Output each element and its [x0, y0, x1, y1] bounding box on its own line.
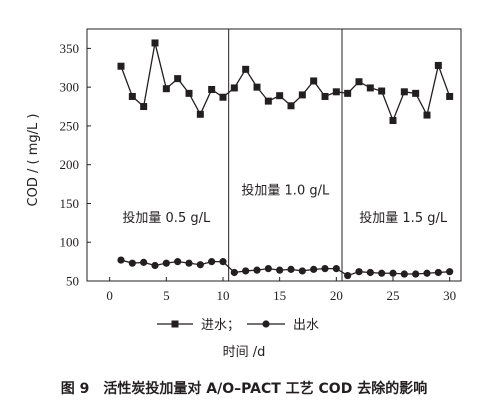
- phase-separators: [228, 29, 343, 281]
- series-line: [120, 42, 451, 123]
- data-point-circle: [242, 267, 250, 275]
- data-point-circle: [355, 268, 363, 276]
- series-influent: [117, 39, 454, 124]
- data-point-square: [446, 92, 454, 100]
- phase-annotation: 投加量 1.0 g/L: [241, 182, 330, 198]
- data-point-circle: [446, 268, 454, 276]
- data-point-square: [276, 92, 284, 100]
- legend-label-effluent: 出水: [293, 318, 319, 333]
- series: [117, 39, 454, 280]
- data-point-circle: [185, 259, 193, 267]
- x-tick-label: 25: [387, 288, 400, 303]
- data-point-circle: [332, 264, 340, 273]
- data-point-square: [174, 75, 182, 83]
- data-point-square: [412, 89, 420, 97]
- data-point-circle: [412, 270, 420, 278]
- ticks: 0 5 10 15 20 25 30 50 100 150 200 250 300 350: [60, 41, 457, 303]
- data-point-circle: [298, 267, 306, 275]
- x-tick-label: 10: [217, 288, 230, 303]
- x-axis-label: 时间 /d: [223, 345, 266, 360]
- legend-marker-square: [171, 320, 179, 328]
- data-point-circle: [310, 265, 318, 273]
- x-tick-label: 20: [330, 288, 343, 303]
- data-point-square: [321, 92, 329, 100]
- data-point-square: [344, 89, 352, 97]
- data-point-square: [196, 110, 204, 118]
- x-tick-label: 5: [163, 288, 170, 303]
- data-point-circle: [208, 258, 216, 266]
- axes: [86, 28, 462, 282]
- data-point-square: [208, 85, 216, 93]
- data-point-circle: [423, 269, 431, 277]
- data-point-square: [355, 78, 363, 86]
- data-point-square: [128, 92, 136, 100]
- data-point-circle: [196, 261, 204, 269]
- x-tick-label: 0: [106, 288, 113, 303]
- data-point-square: [230, 84, 238, 92]
- y-axis-label: COD / ( mg/L ): [26, 114, 41, 207]
- data-point-circle: [128, 259, 136, 267]
- y-tick-label: 50: [66, 274, 79, 289]
- legend: 进水； 出水: [157, 318, 319, 333]
- phase-annotations: 投加量 0.5 g/L 投加量 1.0 g/L 投加量 1.5 g/L: [122, 182, 447, 226]
- data-point-circle: [117, 256, 125, 264]
- data-point-square: [389, 116, 397, 124]
- x-tick-label: 30: [443, 288, 456, 303]
- data-point-square: [434, 61, 442, 69]
- data-point-circle: [253, 266, 261, 274]
- data-point-circle: [140, 258, 148, 266]
- phase-annotation: 投加量 0.5 g/L: [122, 210, 211, 226]
- figure-caption: 图 9 活性炭投加量对 A/O–PACT 工艺 COD 去除的影响: [61, 380, 427, 397]
- legend-label-influent: 进水；: [201, 318, 240, 333]
- data-point-circle: [400, 270, 408, 278]
- data-point-square: [253, 83, 261, 91]
- data-point-circle: [287, 265, 295, 273]
- data-point-circle: [151, 261, 159, 270]
- y-tick-label: 200: [60, 157, 80, 172]
- data-point-square: [117, 62, 125, 70]
- data-point-square: [162, 85, 170, 93]
- x-tick-label: 15: [273, 288, 286, 303]
- data-point-circle: [264, 264, 272, 273]
- plot-frame: [86, 28, 462, 282]
- data-point-square: [400, 88, 408, 96]
- data-point-circle: [230, 268, 238, 277]
- data-point-square: [287, 102, 295, 110]
- data-point-circle: [366, 268, 374, 277]
- y-tick-label: 350: [60, 41, 80, 56]
- data-point-circle: [434, 268, 442, 277]
- data-point-circle: [276, 266, 284, 274]
- data-point-circle: [219, 258, 227, 266]
- data-point-square: [151, 39, 159, 47]
- data-point-square: [242, 65, 250, 73]
- data-point-square: [332, 88, 340, 96]
- y-tick-label: 100: [60, 235, 80, 250]
- data-point-square: [185, 89, 193, 97]
- data-point-square: [378, 87, 386, 95]
- y-tick-label: 150: [60, 196, 80, 211]
- data-point-square: [423, 111, 431, 119]
- y-tick-label: 300: [60, 80, 80, 95]
- data-point-circle: [162, 259, 170, 267]
- data-point-circle: [389, 269, 397, 277]
- series-effluent: [117, 256, 454, 280]
- legend-marker-circle: [262, 320, 270, 328]
- data-point-square: [298, 91, 306, 99]
- data-point-square: [264, 97, 272, 105]
- data-point-square: [366, 84, 374, 92]
- phase-annotation: 投加量 1.5 g/L: [359, 210, 448, 226]
- data-point-circle: [378, 269, 386, 277]
- y-tick-label: 250: [60, 118, 80, 133]
- data-point-square: [140, 103, 148, 111]
- data-point-circle: [344, 271, 352, 280]
- series-line: [120, 259, 450, 277]
- data-point-circle: [321, 264, 329, 273]
- data-point-square: [310, 77, 318, 85]
- data-point-circle: [174, 258, 182, 266]
- data-point-square: [219, 93, 227, 101]
